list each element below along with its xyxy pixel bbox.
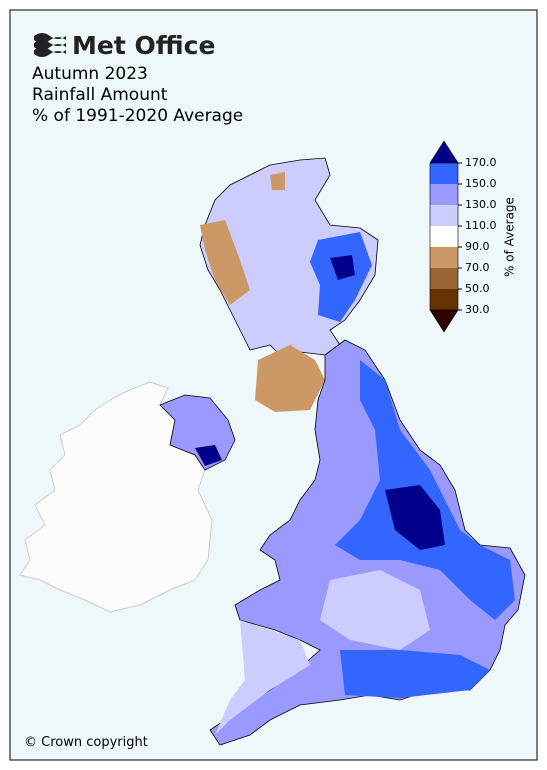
rain-patch xyxy=(320,570,430,650)
colorbar-segment xyxy=(430,184,458,205)
colorbar: 170.0 150.0 130.0 110.0 90.0 70.0 50.0 30.0 xyxy=(429,140,497,333)
title-line: Autumn 2023 xyxy=(32,64,148,84)
title-line: % of 1991-2020 Average xyxy=(32,106,243,126)
rain-patch xyxy=(215,620,310,735)
colorbar-label: % of Average xyxy=(503,197,517,277)
rain-patch xyxy=(330,255,355,280)
rain-patch xyxy=(335,360,515,620)
colorbar-outline xyxy=(429,162,459,311)
colorbar-tick-label: 30.0 xyxy=(465,303,490,316)
dry-patch xyxy=(270,172,285,190)
colorbar-segment xyxy=(430,247,458,268)
colorbar-tick-label: 70.0 xyxy=(465,261,490,274)
colorbar-tick-label: 130.0 xyxy=(465,198,497,211)
colorbar-segment xyxy=(430,226,458,247)
colorbar-tick-label: 90.0 xyxy=(465,240,490,253)
logo-mark xyxy=(34,33,66,57)
colorbar-segment xyxy=(430,205,458,226)
copyright: © Crown copyright xyxy=(24,735,148,750)
rain-patch xyxy=(340,650,490,698)
colorbar-segment xyxy=(430,268,458,289)
dry-patch xyxy=(255,345,325,412)
rain-patch xyxy=(195,445,222,466)
colorbar-tick-label: 50.0 xyxy=(465,282,490,295)
colorbar-tick-label: 170.0 xyxy=(465,156,497,169)
title-line: Rainfall Amount xyxy=(32,85,168,105)
colorbar-segment xyxy=(430,163,458,184)
dry-patch xyxy=(200,220,250,305)
colorbar-tick-label: 110.0 xyxy=(465,219,497,232)
colorbar-segment xyxy=(430,289,458,310)
logo-text: Met Office xyxy=(72,31,215,60)
colorbar-tick-label: 150.0 xyxy=(465,177,497,190)
rain-patch xyxy=(385,485,445,550)
